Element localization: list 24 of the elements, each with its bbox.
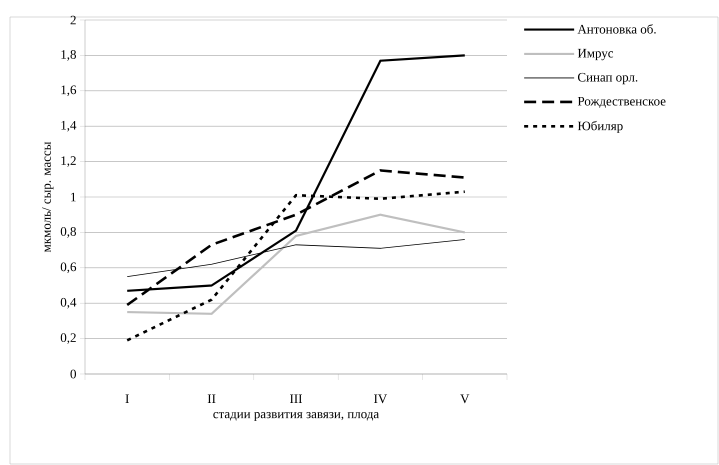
x-tick-label: I [126, 394, 129, 403]
y-tick-label: 0,6 [60, 262, 76, 274]
x-tick-label: III [290, 394, 302, 403]
y-tick-label: 0 [70, 370, 76, 378]
legend-label: Юбиляр [578, 120, 623, 133]
line-series [126, 214, 466, 315]
y-tick-label: 1,6 [61, 86, 76, 96]
x-tick-label: V [460, 394, 470, 404]
y-tick-label: 1,4 [61, 120, 76, 132]
x-tick-label: IV [374, 394, 388, 404]
legend-label: Синап орл. [578, 72, 638, 84]
y-tick-label: 0,4 [60, 298, 76, 309]
y-tick-label: 2 [70, 16, 76, 24]
legend-label: Рождественское [578, 96, 666, 108]
y-tick-label: 1 [71, 192, 76, 202]
legend-label: Антоновка об. [578, 24, 656, 34]
y-tick-label: 0,2 [60, 333, 76, 344]
y-tick-label: 0,8 [60, 227, 76, 238]
y-axis-title: мкмоль/ сыр. массы [42, 142, 54, 252]
legend-label: Имрус [578, 48, 614, 60]
x-axis-title: стадии развития завязи, плода [213, 412, 379, 421]
y-tick-label: 1,2 [61, 156, 76, 167]
x-tick-label: II [208, 394, 216, 403]
y-tick-label: 1,8 [61, 50, 76, 61]
